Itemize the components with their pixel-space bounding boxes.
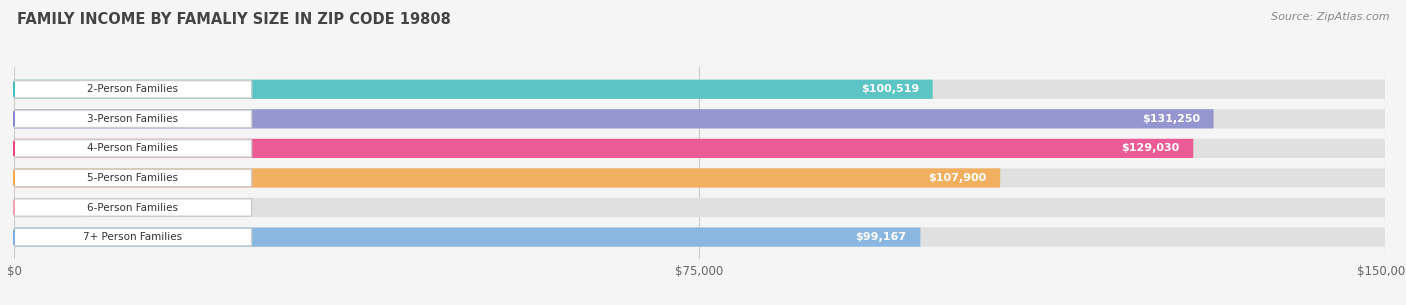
Text: 7+ Person Families: 7+ Person Families [83, 232, 183, 242]
FancyBboxPatch shape [14, 109, 1385, 128]
FancyBboxPatch shape [14, 80, 932, 99]
Text: 6-Person Families: 6-Person Families [87, 203, 179, 213]
FancyBboxPatch shape [14, 168, 1385, 188]
FancyBboxPatch shape [14, 110, 252, 127]
FancyBboxPatch shape [14, 168, 1000, 188]
Text: FAMILY INCOME BY FAMALIY SIZE IN ZIP CODE 19808: FAMILY INCOME BY FAMALIY SIZE IN ZIP COD… [17, 12, 451, 27]
Text: 3-Person Families: 3-Person Families [87, 114, 179, 124]
Text: 2-Person Families: 2-Person Families [87, 84, 179, 94]
FancyBboxPatch shape [14, 169, 252, 187]
FancyBboxPatch shape [14, 109, 1213, 128]
FancyBboxPatch shape [14, 139, 1385, 158]
FancyBboxPatch shape [14, 228, 252, 246]
FancyBboxPatch shape [14, 228, 1385, 247]
Text: $0: $0 [105, 203, 121, 213]
Text: $131,250: $131,250 [1142, 114, 1199, 124]
FancyBboxPatch shape [14, 140, 252, 157]
FancyBboxPatch shape [14, 80, 1385, 99]
FancyBboxPatch shape [14, 199, 252, 216]
FancyBboxPatch shape [14, 198, 1385, 217]
FancyBboxPatch shape [14, 228, 921, 247]
Text: $129,030: $129,030 [1122, 143, 1180, 153]
FancyBboxPatch shape [14, 139, 1194, 158]
Text: 5-Person Families: 5-Person Families [87, 173, 179, 183]
Text: $107,900: $107,900 [928, 173, 987, 183]
Text: $99,167: $99,167 [855, 232, 907, 242]
Text: 4-Person Families: 4-Person Families [87, 143, 179, 153]
Text: Source: ZipAtlas.com: Source: ZipAtlas.com [1271, 12, 1389, 22]
FancyBboxPatch shape [14, 198, 87, 217]
FancyBboxPatch shape [14, 81, 252, 98]
Text: $100,519: $100,519 [860, 84, 920, 94]
